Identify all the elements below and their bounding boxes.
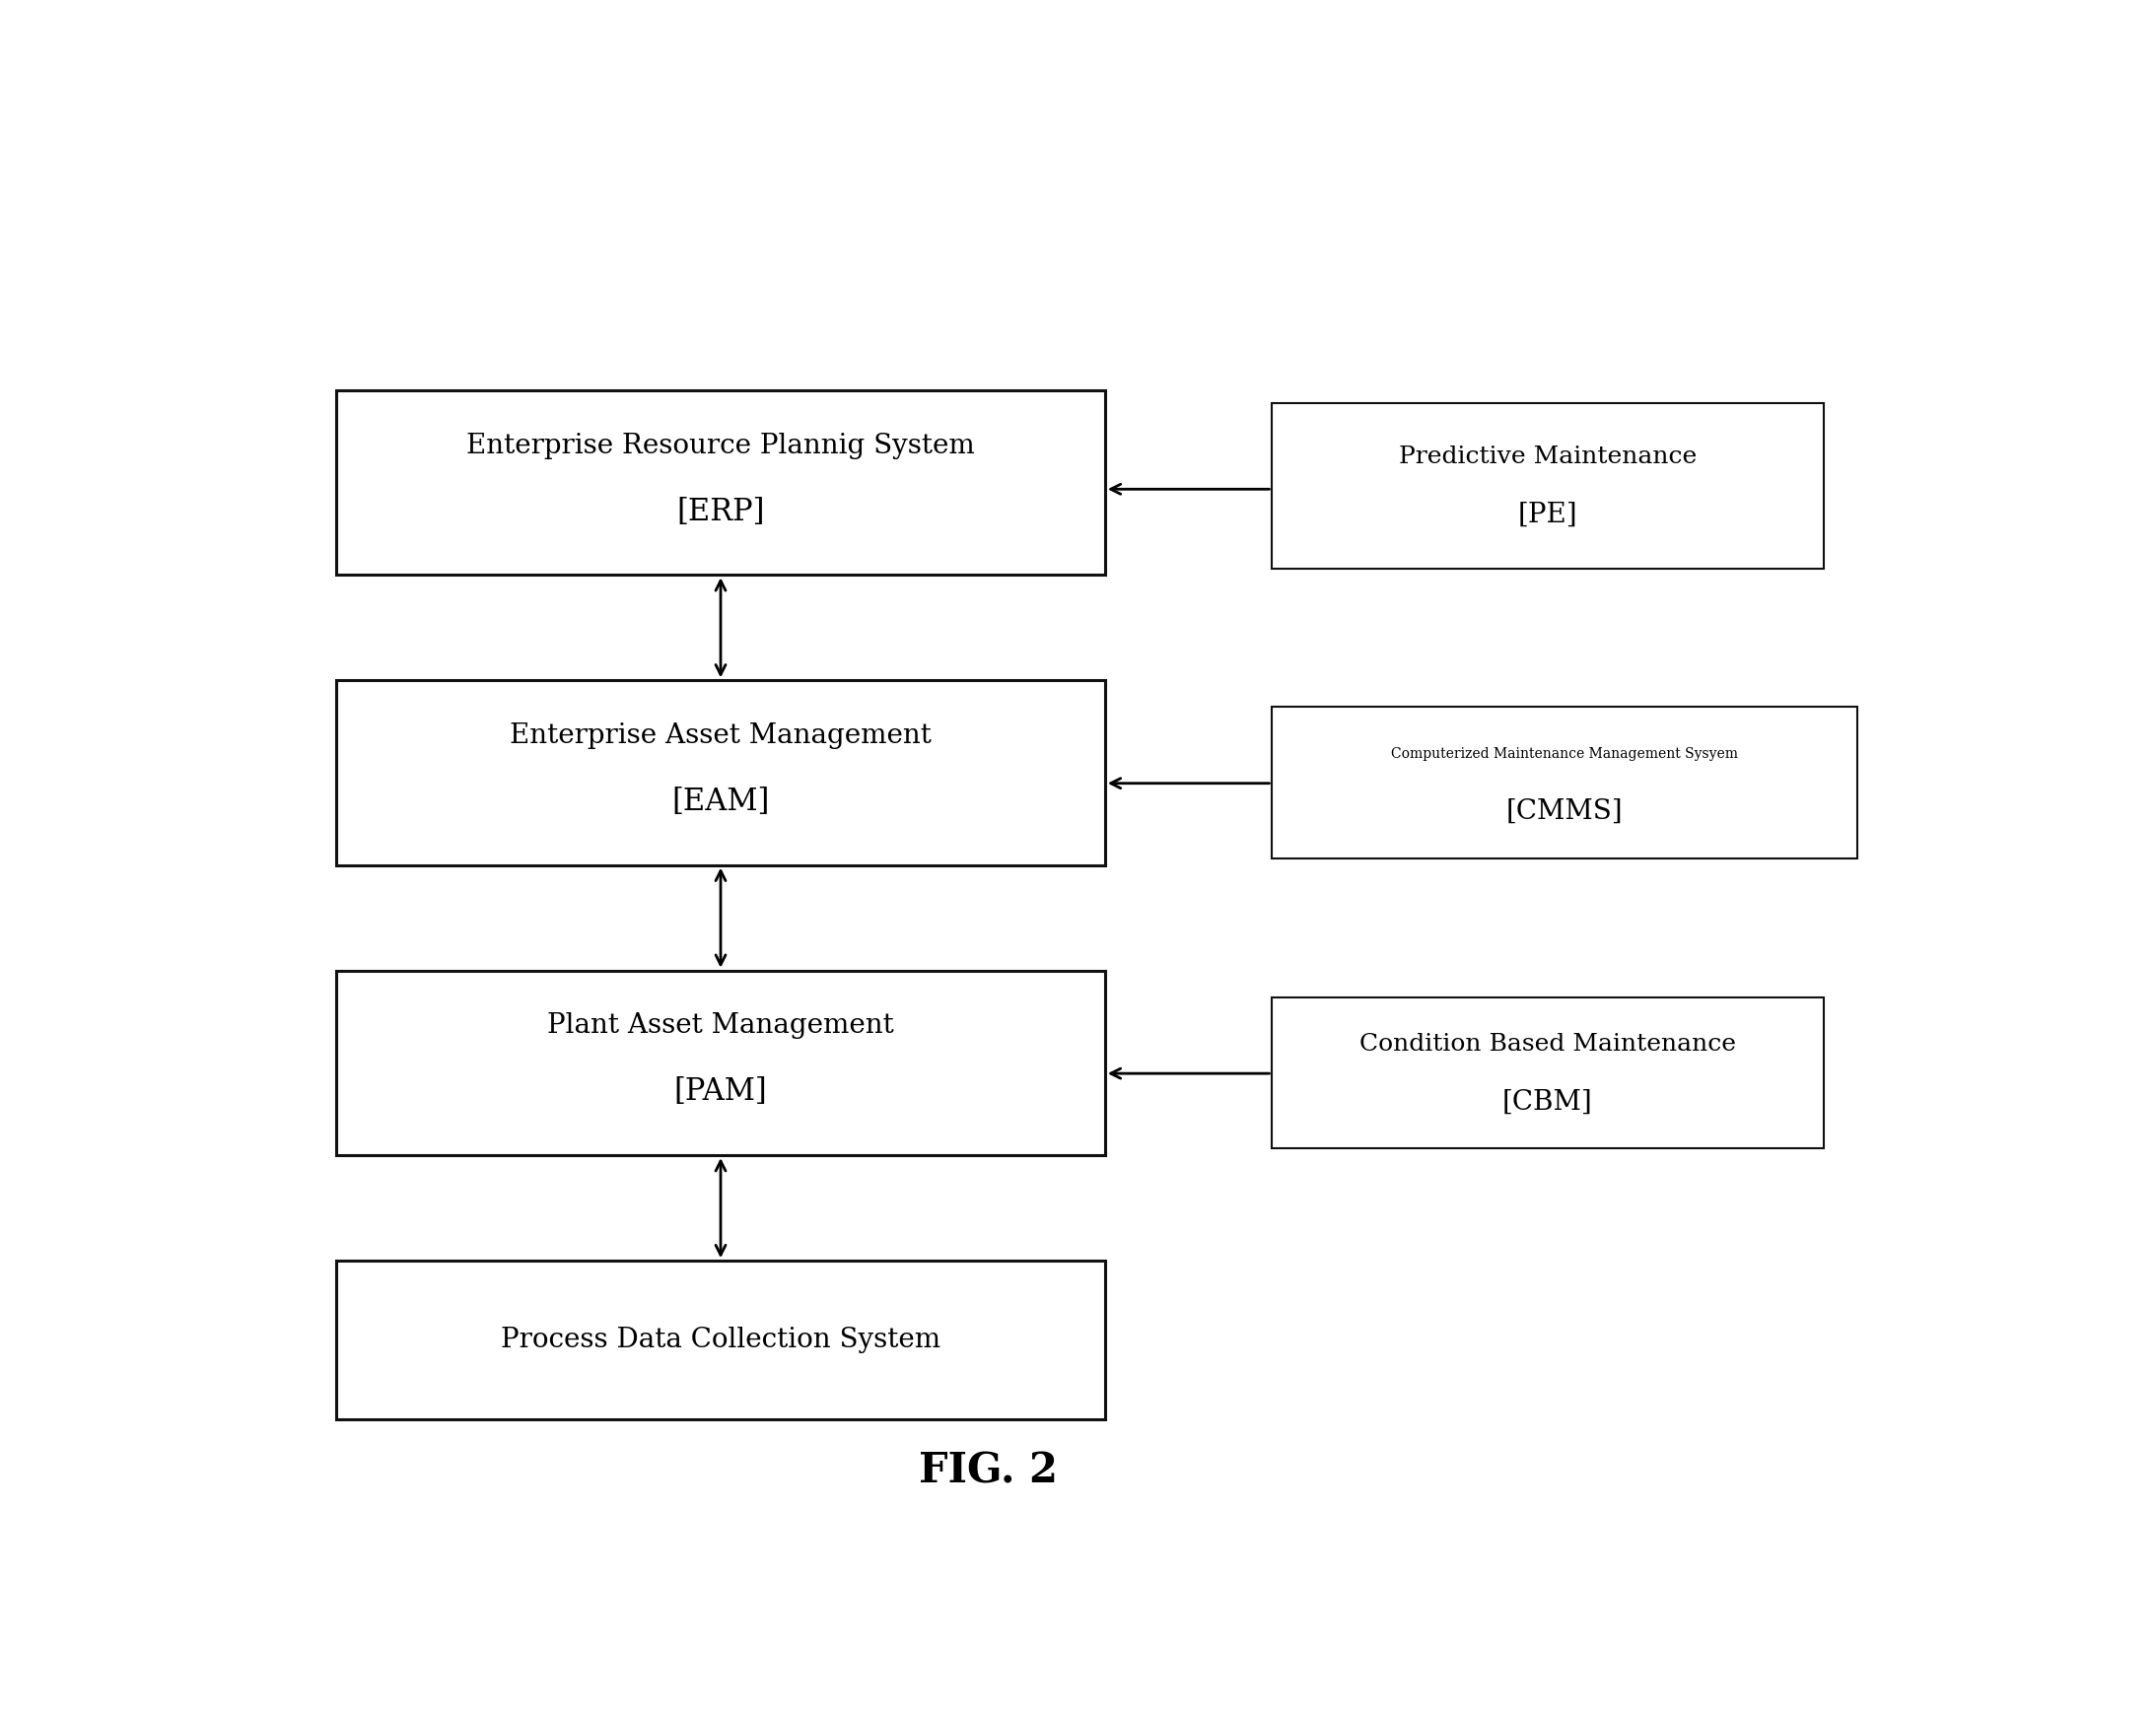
Text: [PAM]: [PAM] (675, 1077, 768, 1107)
Bar (1272, 403, 1824, 569)
Bar (1272, 707, 1856, 858)
Text: [CBM]: [CBM] (1503, 1088, 1593, 1115)
Text: [ERP]: [ERP] (677, 497, 765, 528)
Text: [PE]: [PE] (1518, 502, 1578, 528)
Bar (336, 680, 1106, 865)
Text: Condition Based Maintenance: Condition Based Maintenance (1360, 1033, 1736, 1055)
Text: [EAM]: [EAM] (673, 786, 770, 817)
Text: Predictive Maintenance: Predictive Maintenance (1399, 445, 1697, 468)
Text: FIG. 2: FIG. 2 (918, 1451, 1056, 1492)
Bar (336, 391, 1106, 576)
Bar (336, 971, 1106, 1155)
Text: Process Data Collection System: Process Data Collection System (500, 1326, 940, 1353)
Text: Plant Asset Management: Plant Asset Management (548, 1012, 895, 1040)
Text: [CMMS]: [CMMS] (1507, 798, 1623, 826)
Bar (336, 1261, 1106, 1418)
Bar (1272, 997, 1824, 1149)
Text: Computerized Maintenance Management Sysyem: Computerized Maintenance Management Sysy… (1391, 747, 1738, 761)
Text: Enterprise Asset Management: Enterprise Asset Management (509, 723, 931, 749)
Text: Enterprise Resource Plannig System: Enterprise Resource Plannig System (466, 432, 975, 459)
